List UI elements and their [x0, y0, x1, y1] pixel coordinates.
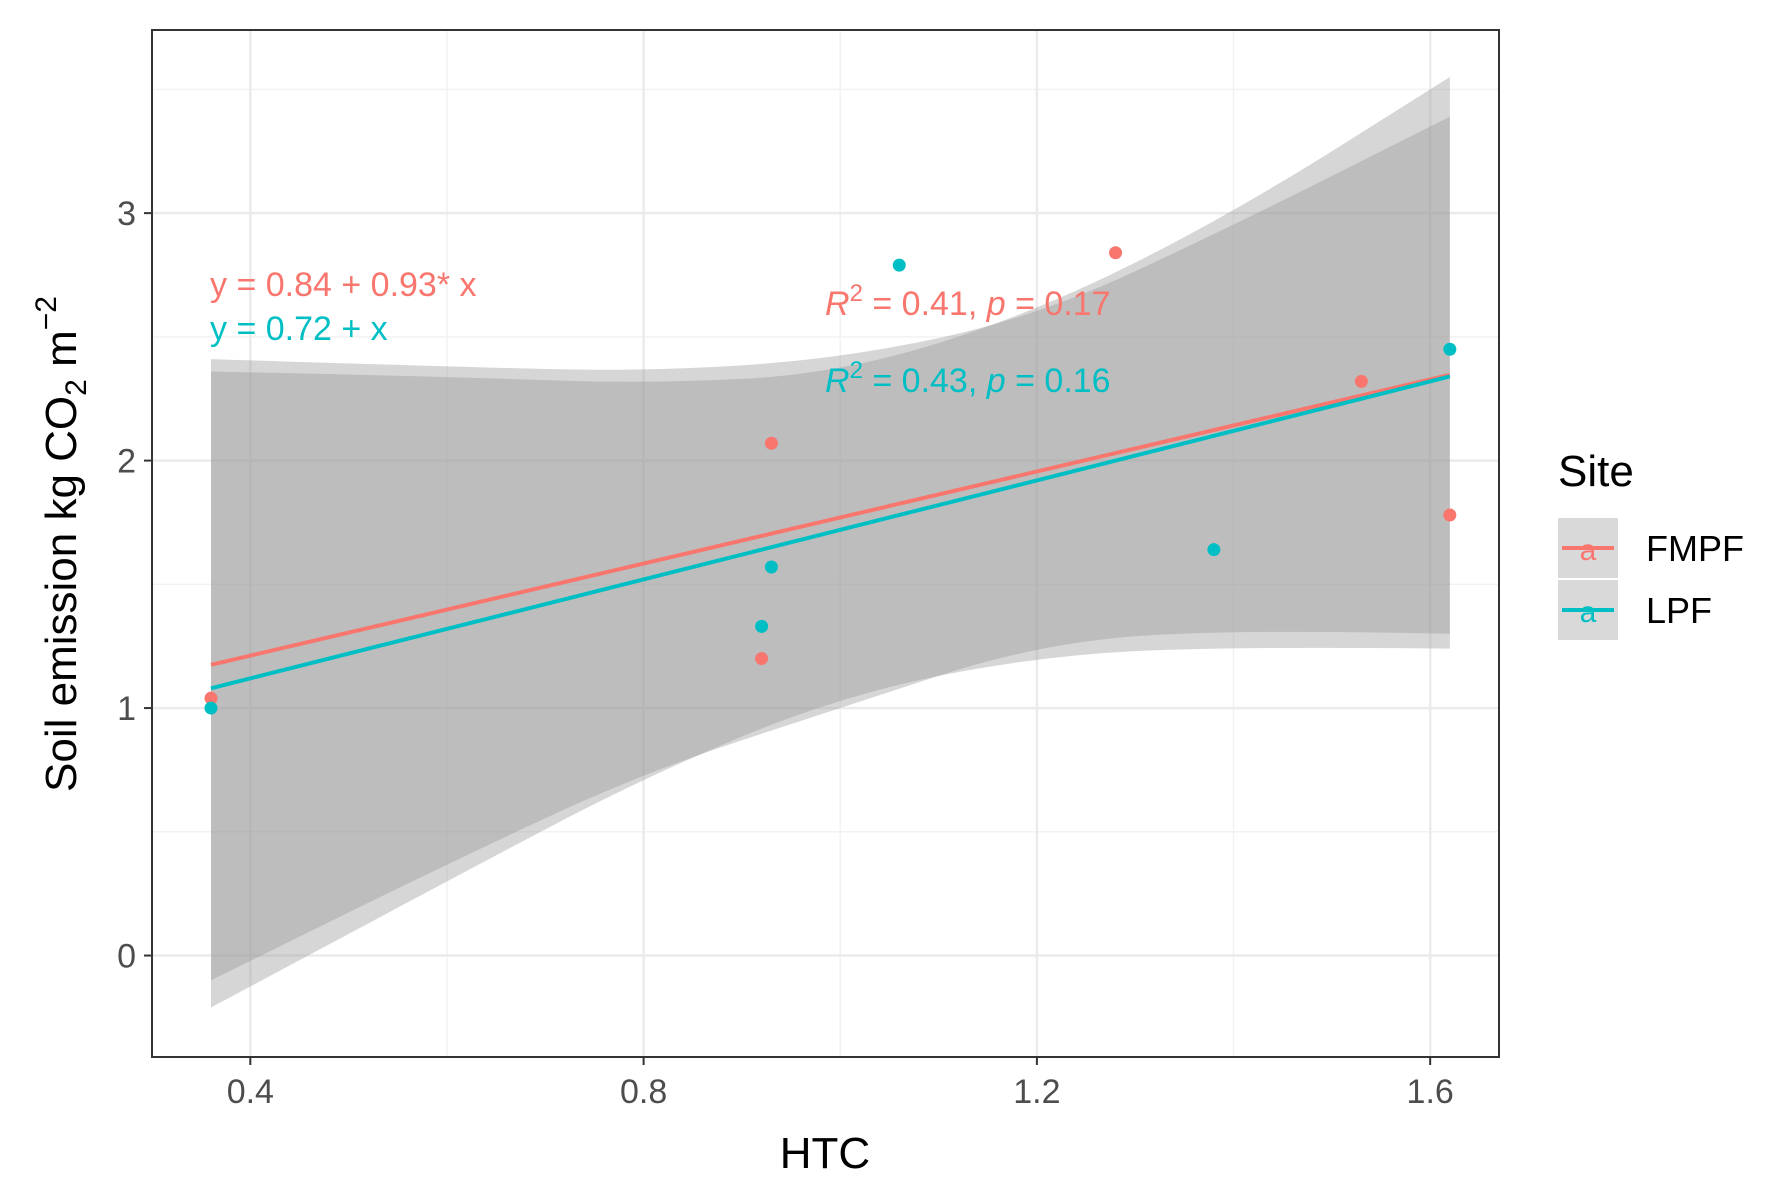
lpf-r2-annotation: R2 = 0.43, p = 0.16 [825, 357, 1111, 400]
ci-ribbon-lpf [210, 77, 1450, 1008]
fit-line-fmpf [210, 372, 1451, 667]
point-lpf-3 [892, 258, 906, 272]
legend-entry-fmpf: a FMPF [1558, 518, 1744, 578]
x-tick-label-1: 0.8 [620, 1073, 667, 1111]
legend-glyph-fmpf: a [1580, 534, 1597, 567]
point-fmpf-5 [1443, 508, 1457, 522]
legend-label-lpf: LPF [1646, 590, 1712, 631]
y-axis-title: Soil emission kg CO2 m−2 [30, 296, 93, 792]
fmpf-equation: y = 0.84 + 0.93* x [210, 266, 477, 304]
grid-minor [152, 30, 1499, 1057]
point-fmpf-1 [755, 652, 769, 666]
y-tick-label-0: 0 [117, 938, 136, 976]
x-axis-title: HTC [780, 1129, 870, 1178]
x-tick-label-0: 0.4 [227, 1073, 274, 1111]
fmpf-r2-annotation: R2 = 0.41, p = 0.17 [825, 280, 1111, 323]
plot-background [152, 30, 1499, 1057]
y-tick-label-3: 3 [117, 195, 136, 233]
legend-glyph-lpf: a [1580, 596, 1597, 629]
point-fmpf-0 [204, 691, 218, 705]
grid-major [152, 30, 1499, 1057]
regression-lines [210, 372, 1451, 691]
legend: Site a FMPF a LPF [1558, 447, 1744, 640]
point-fmpf-4 [1354, 374, 1368, 388]
plot-border [151, 29, 1500, 1058]
point-lpf-2 [764, 560, 778, 574]
x-axis-ticks: 0.4 0.8 1.2 1.6 [227, 1057, 1454, 1111]
x-tick-label-3: 1.6 [1407, 1073, 1454, 1111]
x-tick-label-2: 1.2 [1013, 1073, 1060, 1111]
y-tick-label-1: 1 [117, 690, 136, 728]
point-lpf-1 [755, 619, 769, 633]
point-lpf-4 [1207, 543, 1221, 557]
point-fmpf-2 [764, 436, 778, 450]
legend-entry-lpf: a LPF [1558, 580, 1712, 640]
y-axis-ticks: 0 1 2 3 [117, 195, 152, 976]
confidence-ribbons [210, 77, 1450, 1008]
point-fmpf-3 [1109, 246, 1123, 260]
legend-label-fmpf: FMPF [1646, 528, 1744, 569]
lpf-equation: y = 0.72 + x [210, 310, 388, 348]
data-points [204, 246, 1457, 715]
fit-line-lpf [210, 374, 1451, 691]
legend-title: Site [1558, 447, 1634, 496]
point-lpf-0 [204, 701, 218, 715]
ci-ribbon-fmpf [210, 116, 1450, 981]
point-lpf-5 [1443, 342, 1457, 356]
y-tick-label-2: 2 [117, 443, 136, 481]
